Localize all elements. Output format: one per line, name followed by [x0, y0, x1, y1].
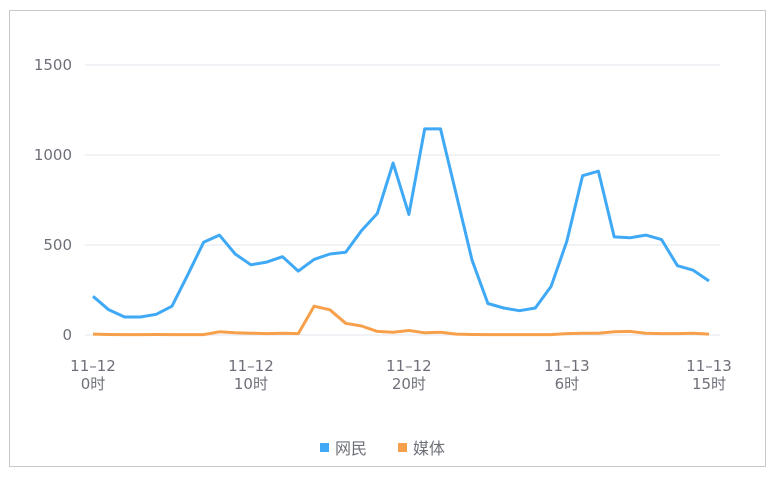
x-tick-label-hour: 6时 — [555, 375, 580, 393]
x-tick-label-date: 11–13 — [544, 357, 590, 375]
x-tick-label-hour: 0时 — [81, 375, 106, 393]
series-lines — [92, 127, 710, 337]
chart-frame — [9, 10, 766, 467]
y-tick-label: 0 — [62, 326, 72, 344]
x-tick-label-date: 11–12 — [386, 357, 432, 375]
series-line-媒体 — [92, 304, 710, 337]
legend-label[interactable]: 网民 — [335, 439, 367, 458]
x-tick-label-hour: 10时 — [234, 375, 268, 393]
series-line-网民 — [92, 127, 710, 319]
legend-swatch[interactable] — [398, 443, 407, 452]
legend-label[interactable]: 媒体 — [413, 439, 445, 458]
x-tick-label-date: 11–13 — [686, 357, 732, 375]
x-tick-label-date: 11–12 — [228, 357, 274, 375]
y-tick-label: 1000 — [34, 146, 72, 164]
x-tick-label-date: 11–12 — [70, 357, 116, 375]
x-tick-label-hour: 15时 — [692, 375, 726, 393]
y-tick-label: 1500 — [34, 56, 72, 74]
legend-swatch[interactable] — [320, 443, 329, 452]
legend: 网民 媒体 — [320, 439, 445, 458]
y-axis-tick-labels: 0 500 1000 1500 — [34, 56, 72, 344]
y-tick-label: 500 — [43, 236, 72, 254]
x-tick-label-hour: 20时 — [392, 375, 426, 393]
grid-lines — [85, 64, 720, 336]
